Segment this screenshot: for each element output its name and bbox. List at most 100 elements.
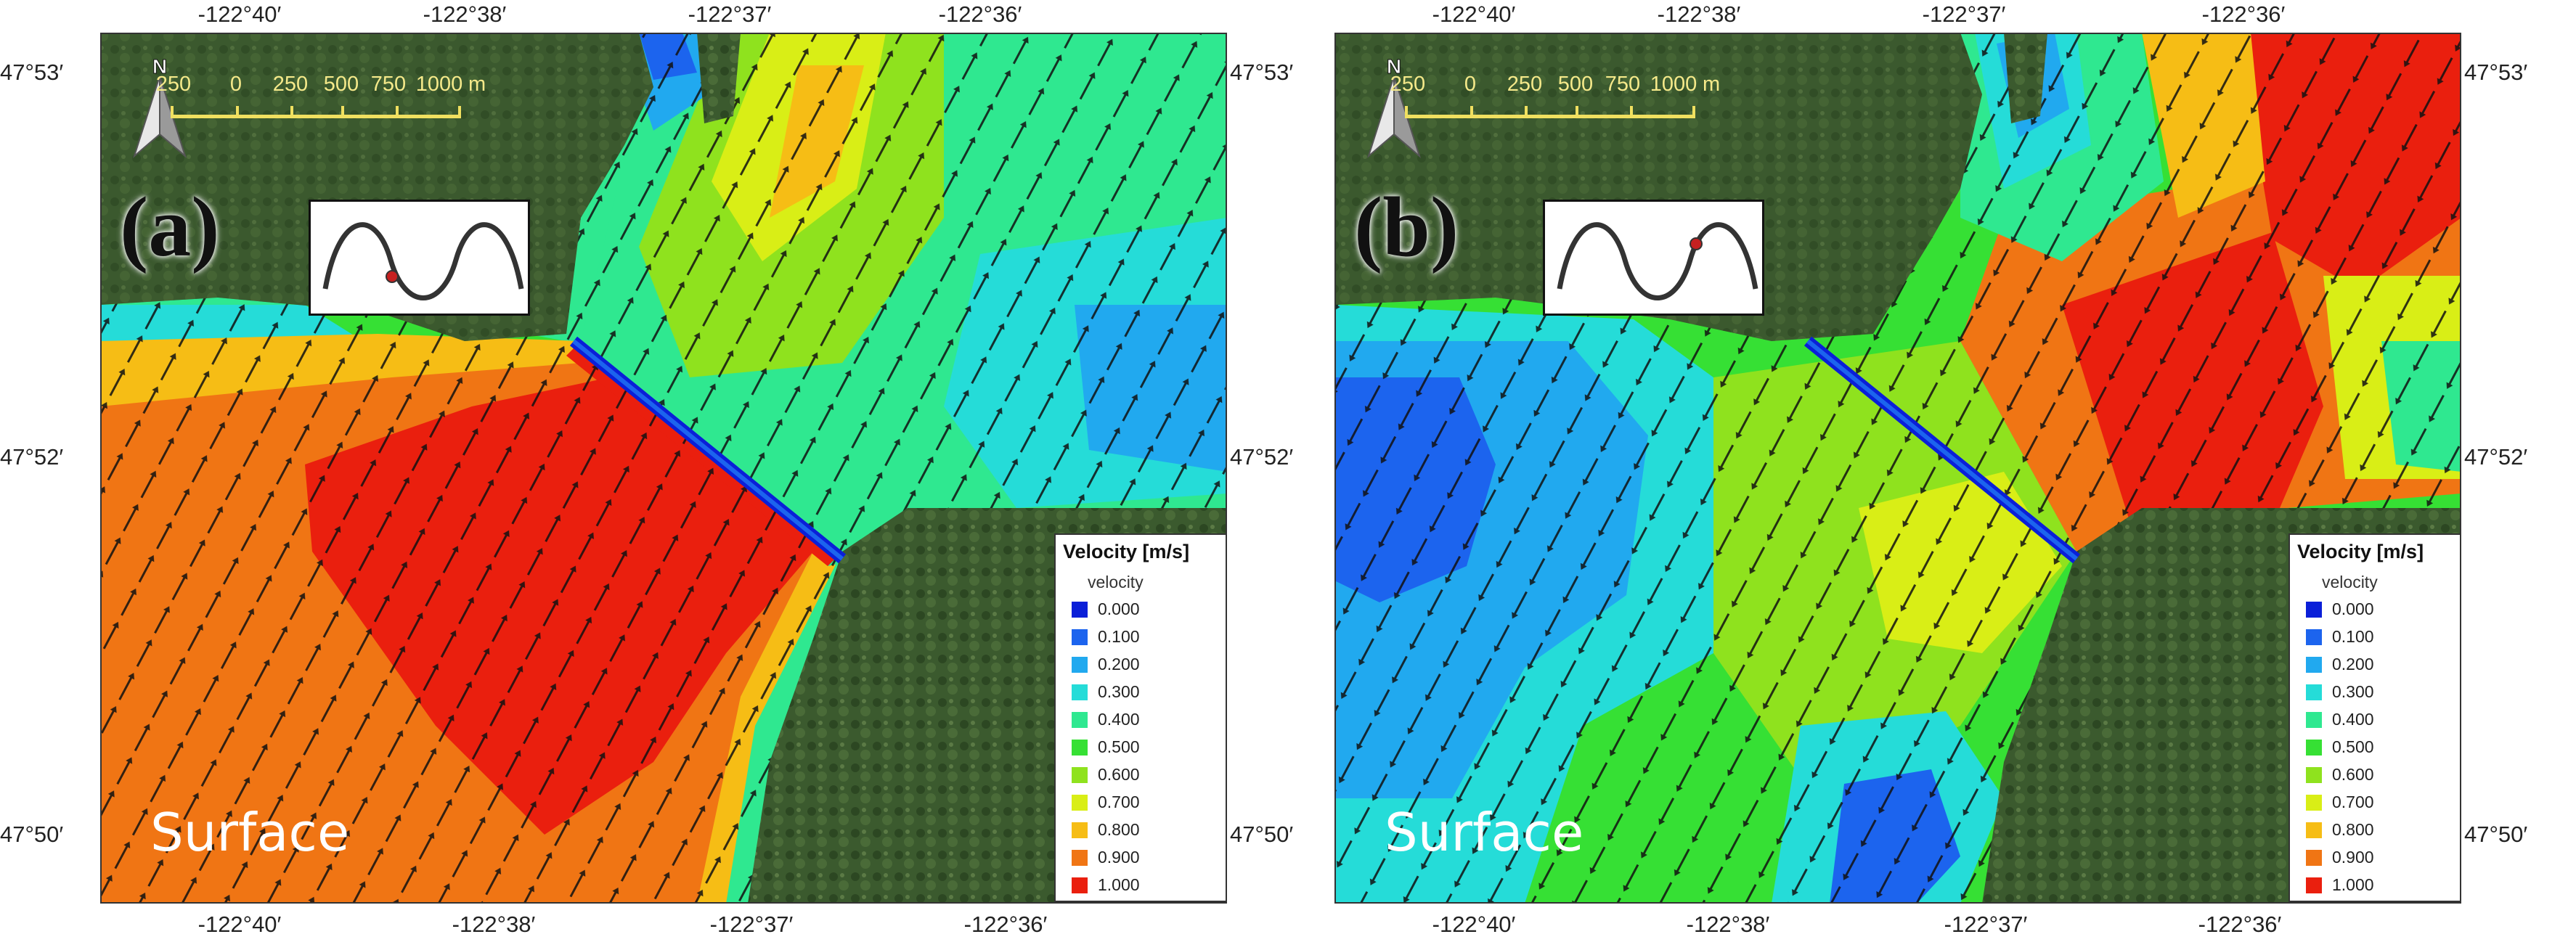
legend-item: 0.100 (1072, 626, 1224, 647)
tick-left-1: 47°53′ (0, 60, 64, 85)
legend-value: 0.200 (2332, 655, 2374, 673)
legend-swatch (2306, 629, 2322, 645)
legend-item: 0.000 (2306, 599, 2458, 619)
legend-item: 0.500 (1072, 737, 1224, 757)
scale-tick (236, 106, 239, 118)
tick-left-3: 47°50′ (0, 822, 64, 847)
tick-bottom-1: -122°40′ (197, 912, 282, 937)
legend-swatch (1072, 740, 1088, 756)
tick-bottom-2: -122°38′ (452, 912, 536, 937)
legend-value: 1.000 (2332, 875, 2374, 894)
legend-value: 1.000 (1098, 875, 1140, 894)
legend-swatch (2306, 767, 2322, 783)
scale-bar: 250 0 250 500 750 1000 m (156, 73, 505, 123)
legend-value: 0.500 (1098, 737, 1140, 756)
legend-swatch (2306, 684, 2322, 700)
legend-value: 0.900 (1098, 848, 1140, 867)
map-b (1334, 33, 2461, 904)
legend-value: 0.100 (2332, 627, 2374, 646)
tick-bottom-4: -122°36′ (963, 912, 1048, 937)
scale-tick (1525, 106, 1528, 118)
tick-bottom-1: -122°40′ (1432, 912, 1516, 937)
tick-top-3: -122°37′ (1922, 1, 2006, 27)
legend-item: 0.500 (2306, 737, 2458, 757)
legend-swatch (1072, 712, 1088, 728)
tick-top-1: -122°40′ (197, 1, 282, 27)
scale-tick (458, 106, 461, 118)
legend-value: 0.900 (2332, 848, 2374, 867)
legend-swatch (2306, 795, 2322, 811)
tick-bottom-3: -122°37′ (1944, 912, 2028, 937)
legend-title: Velocity [m/s] (1063, 541, 1190, 562)
tick-right-2: 47°52′ (2464, 444, 2528, 470)
legend-value: 0.400 (1098, 710, 1140, 729)
layer-label-a: Surface (150, 802, 350, 863)
legend-a: Velocity [m/s] velocity 0.000 0.100 0.20… (1054, 533, 1227, 902)
scale-tick (1576, 106, 1578, 118)
legend-item: 0.100 (2306, 626, 2458, 647)
legend-subtitle: velocity (1088, 573, 1144, 591)
legend-item: 0.800 (1072, 819, 1224, 840)
panel-b: -122°40′ -122°38′ -122°37′ -122°36′ -122… (1307, 0, 2563, 950)
legend-b: Velocity [m/s] velocity 0.000 0.100 0.20… (2288, 533, 2461, 902)
scale-label-3: 250 (1507, 73, 1543, 96)
scale-tick (1630, 106, 1633, 118)
legend-item: 0.900 (2306, 847, 2458, 867)
scale-label-3: 250 (272, 73, 309, 96)
tidal-wave-icon (309, 200, 530, 316)
legend-item: 0.600 (2306, 764, 2458, 785)
tick-right-1: 47°53′ (2464, 60, 2528, 85)
scale-bar-line (1405, 115, 1695, 118)
legend-item: 0.700 (2306, 792, 2458, 812)
legend-swatch (1072, 850, 1088, 866)
legend-swatch (1072, 822, 1088, 838)
legend-item: 0.900 (1072, 847, 1224, 867)
legend-value: 0.800 (1098, 820, 1140, 839)
tick-top-3: -122°37′ (688, 1, 772, 27)
legend-value: 0.000 (2332, 599, 2374, 618)
scale-label-4: 500 (1557, 73, 1594, 96)
tidal-wave-icon (1543, 200, 1764, 316)
legend-value: 0.700 (1098, 793, 1140, 811)
tick-top-4: -122°36′ (2201, 1, 2286, 27)
legend-item: 0.400 (1072, 709, 1224, 729)
tick-right-2: 47°52′ (1230, 444, 1294, 470)
legend-item: 0.300 (1072, 681, 1224, 702)
legend-swatch (2306, 740, 2322, 756)
legend-swatch (1072, 629, 1088, 645)
panel-a: -122°40′ -122°38′ -122°37′ -122°36′ -122… (0, 0, 1293, 950)
legend-value: 0.800 (2332, 820, 2374, 839)
legend-swatch (1072, 767, 1088, 783)
scale-label-1: 250 (1390, 73, 1426, 96)
legend-item: 0.000 (1072, 599, 1224, 619)
scale-label-6: 1000 (1650, 73, 1697, 96)
layer-label-b: Surface (1385, 802, 1584, 863)
tide-phase-marker (386, 270, 399, 283)
scale-label-5: 750 (1605, 73, 1641, 96)
legend-swatch (2306, 822, 2322, 838)
scale-tick (1405, 106, 1408, 118)
tick-bottom-4: -122°36′ (2198, 912, 2282, 937)
scale-bar-line (171, 115, 461, 118)
legend-item: 0.600 (1072, 764, 1224, 785)
tick-right-3: 47°50′ (2464, 822, 2528, 847)
legend-item: 0.400 (2306, 709, 2458, 729)
compass-letter: N (152, 55, 167, 78)
scale-tick (1692, 106, 1695, 118)
legend-item: 0.800 (2306, 819, 2458, 840)
legend-value: 0.300 (2332, 682, 2374, 701)
legend-swatch (2306, 657, 2322, 673)
legend-swatch (1072, 684, 1088, 700)
scale-label-1: 250 (155, 73, 192, 96)
tick-right-3: 47°50′ (1230, 822, 1294, 847)
tide-phase-marker (1690, 237, 1703, 250)
scale-tick (396, 106, 399, 118)
legend-value: 0.600 (1098, 765, 1140, 784)
legend-item: 0.200 (2306, 654, 2458, 674)
compass-letter: N (1387, 55, 1401, 78)
scale-label-4: 500 (323, 73, 359, 96)
scale-tick (1470, 106, 1473, 118)
scale-tick (341, 106, 344, 118)
legend-item: 0.200 (1072, 654, 1224, 674)
scale-unit: m (468, 73, 486, 96)
